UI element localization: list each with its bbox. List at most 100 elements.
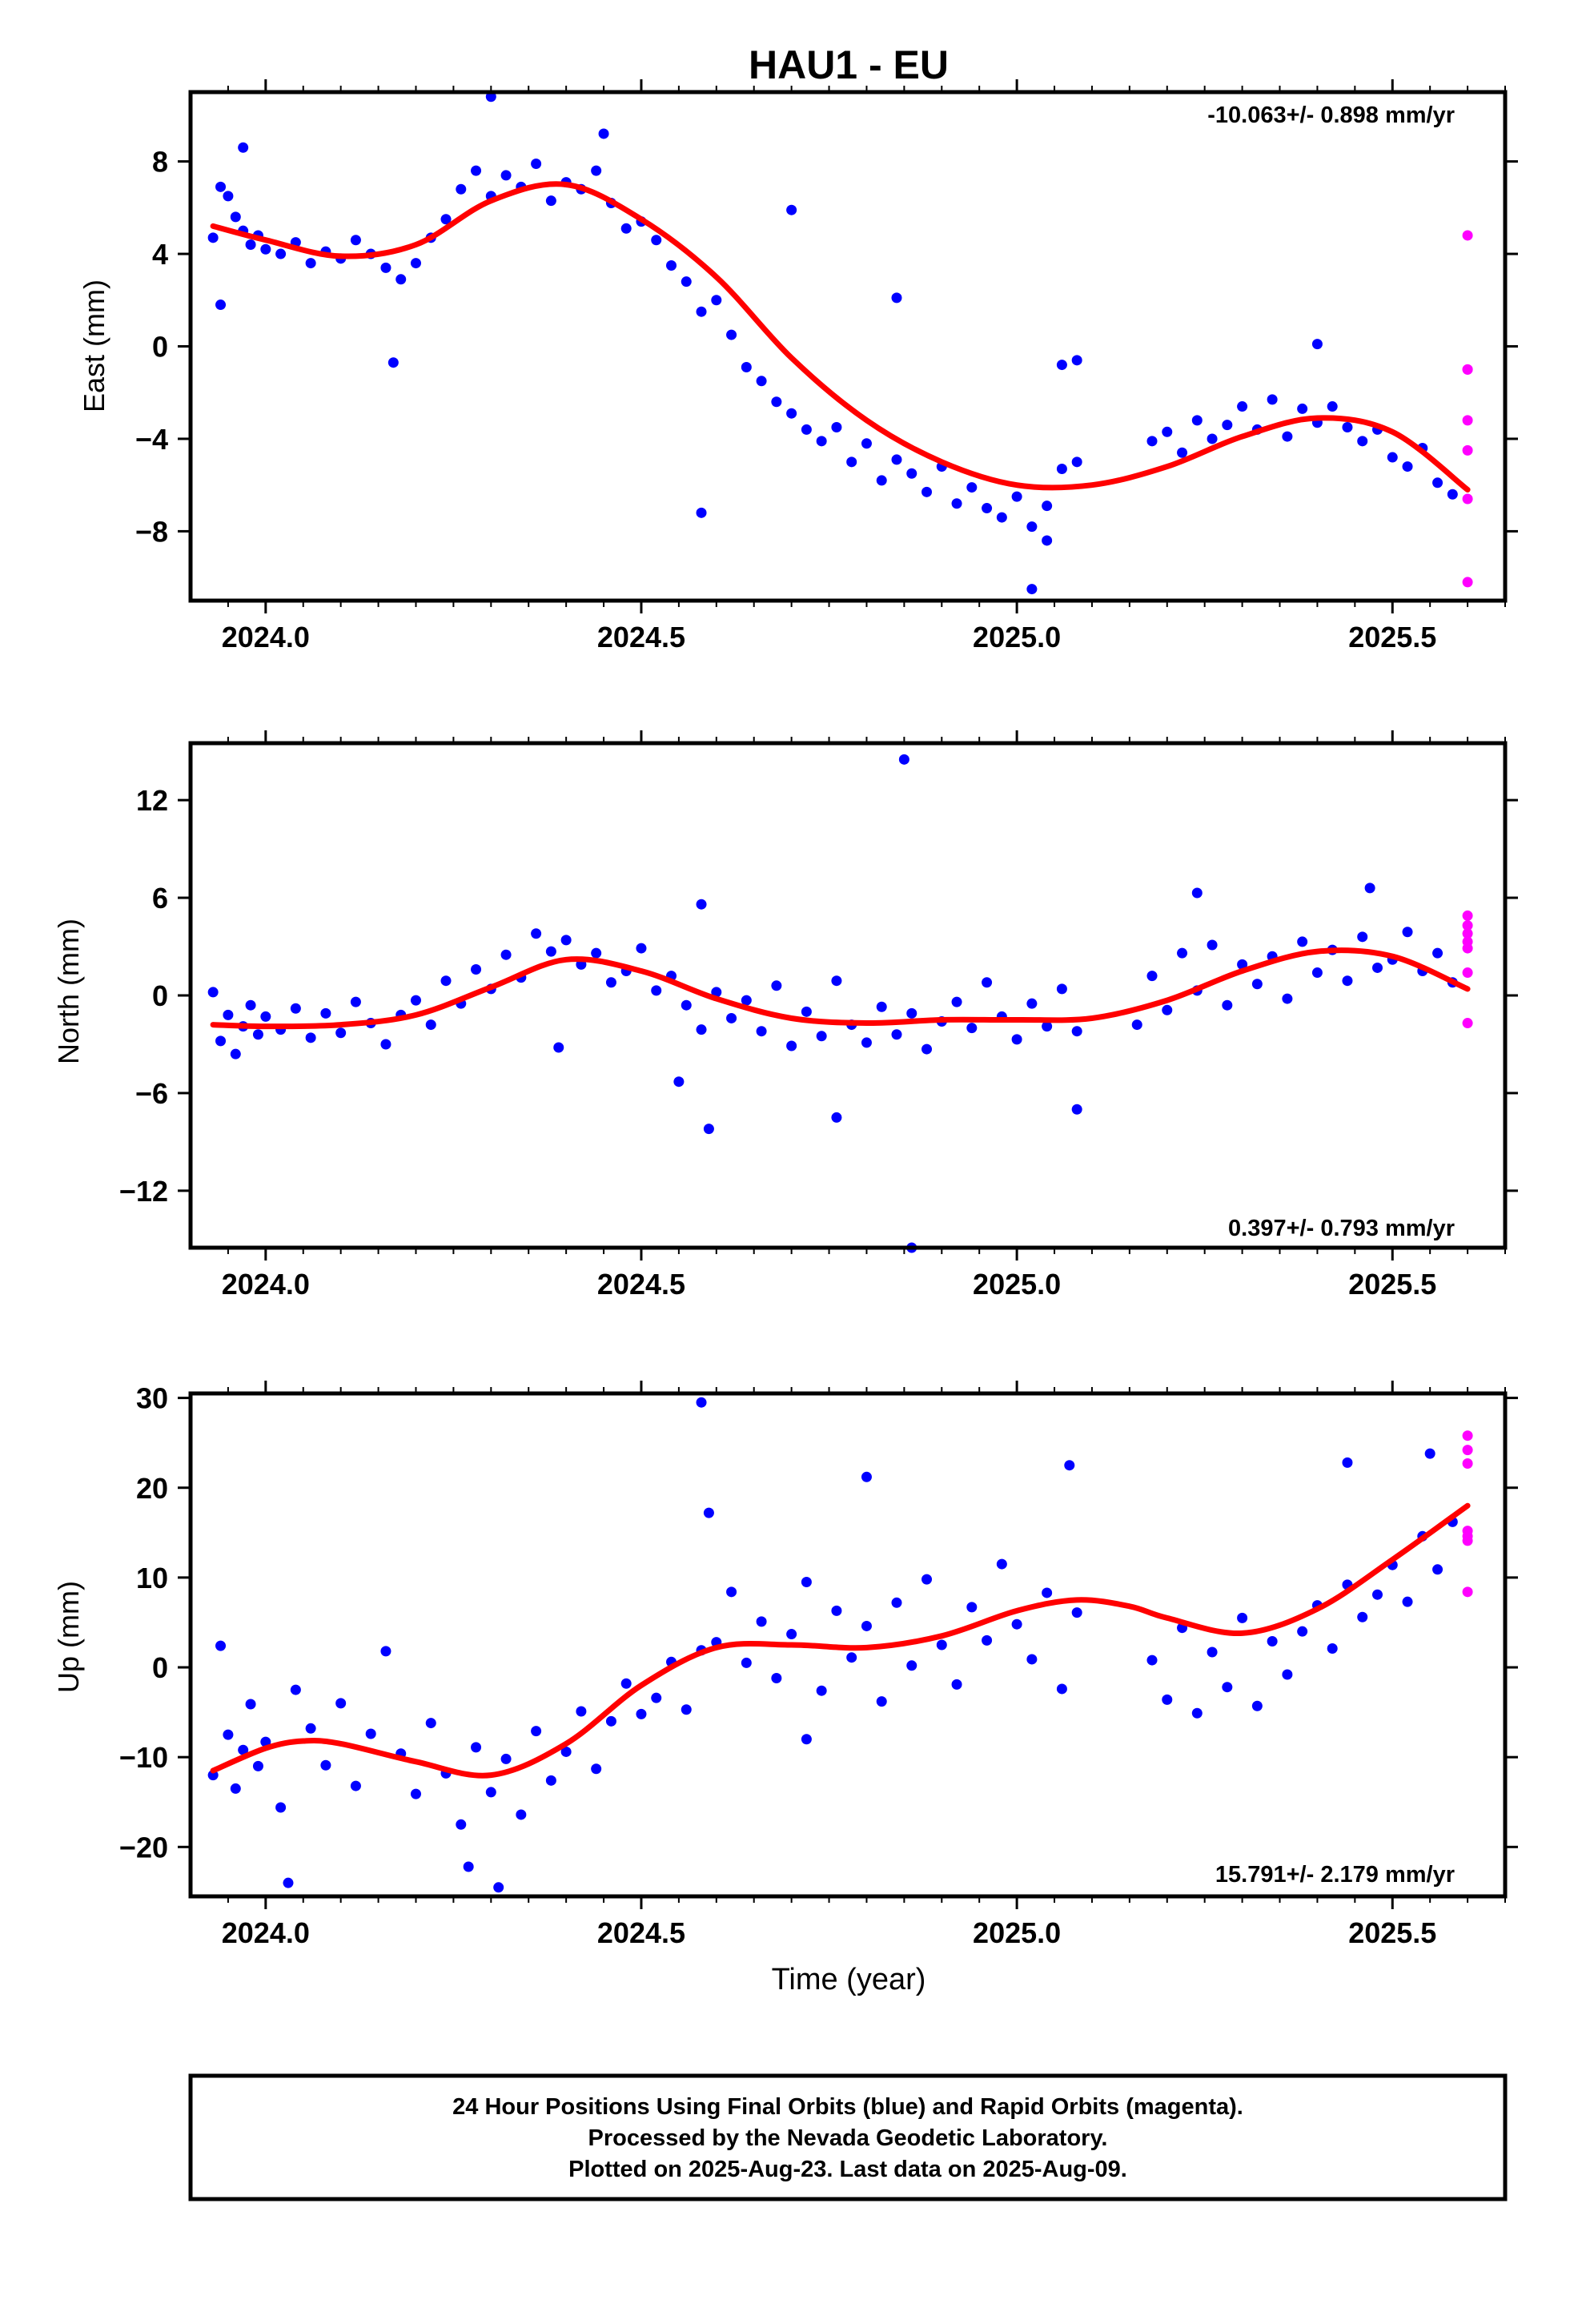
final-data-point	[861, 438, 872, 449]
final-data-point	[801, 1577, 812, 1587]
final-data-point	[1402, 1596, 1413, 1607]
final-data-point	[207, 232, 219, 243]
final-data-point	[553, 1042, 564, 1053]
x-tick-label: 2024.5	[597, 1268, 685, 1301]
final-data-point	[320, 1759, 331, 1771]
final-data-point	[1432, 947, 1443, 959]
x-tick-label: 2025.0	[973, 621, 1061, 653]
final-data-point	[1042, 501, 1053, 512]
final-data-point	[996, 1558, 1007, 1570]
panel-east: East (mm) -10.063+/- 0.898 mm/yr 2024.0 2…	[78, 79, 1518, 653]
final-data-point	[741, 361, 752, 372]
final-data-point	[1222, 1682, 1233, 1693]
y-tick-label: −4	[135, 423, 168, 456]
final-data-point	[771, 396, 782, 408]
final-data-point	[681, 276, 692, 287]
model-fit-curve	[210, 1502, 1471, 1779]
final-data-point	[471, 165, 482, 176]
model-fit-curve	[210, 947, 1471, 1030]
final-data-point	[320, 1007, 331, 1019]
final-data-point	[1357, 931, 1368, 943]
final-data-point	[1297, 1626, 1308, 1637]
final-data-point	[1162, 1004, 1173, 1015]
final-data-point	[816, 1031, 827, 1042]
final-data-point	[1207, 433, 1218, 444]
final-data-point	[605, 1715, 616, 1727]
final-data-point	[696, 507, 707, 518]
final-data-point	[560, 1746, 572, 1757]
final-data-point	[696, 1024, 707, 1035]
final-data-point	[1282, 1669, 1293, 1680]
plot-frame	[188, 90, 1508, 603]
rapid-data-point	[1462, 230, 1473, 241]
final-data-point	[1191, 415, 1203, 426]
final-data-point	[1026, 998, 1038, 1009]
final-data-point	[651, 235, 662, 246]
final-data-point	[1251, 1700, 1263, 1711]
final-data-point	[876, 1696, 887, 1707]
final-data-point	[1364, 883, 1375, 894]
final-data-point	[1207, 1647, 1218, 1658]
y-tick-label: 10	[136, 1562, 168, 1594]
y-tick-label: 6	[152, 882, 168, 915]
final-data-point	[1064, 1460, 1075, 1471]
final-data-point	[982, 1634, 993, 1646]
rapid-data-point	[1462, 577, 1473, 588]
final-data-point	[215, 1035, 227, 1047]
final-data-point	[891, 1597, 902, 1608]
final-data-point	[1237, 1612, 1248, 1623]
final-data-point	[703, 1124, 714, 1135]
final-data-point	[906, 1660, 917, 1671]
final-data-point	[756, 1616, 767, 1627]
rapid-data-point	[1462, 1018, 1473, 1029]
footer-line-2: Processed by the Nevada Geodetic Laborat…	[588, 2125, 1108, 2151]
final-data-point	[350, 1780, 361, 1791]
final-data-point	[410, 258, 421, 269]
final-data-point	[365, 1728, 376, 1739]
final-data-point	[335, 1027, 347, 1039]
final-data-point	[230, 211, 241, 223]
final-data-point	[1222, 999, 1233, 1011]
final-data-point	[1424, 1448, 1435, 1459]
final-data-point	[410, 1788, 421, 1799]
final-data-point	[1327, 401, 1338, 412]
final-data-point	[591, 947, 602, 959]
final-data-point	[531, 158, 542, 169]
final-data-point	[1342, 975, 1353, 987]
final-data-point	[1177, 447, 1188, 458]
final-data-point	[545, 1775, 556, 1786]
final-data-point	[966, 1602, 978, 1613]
y-tick-label: −12	[119, 1175, 168, 1208]
final-data-point	[230, 1048, 241, 1059]
final-data-point	[1311, 967, 1323, 979]
final-data-point	[1071, 1607, 1082, 1618]
final-data-point	[966, 1023, 978, 1034]
final-data-point	[726, 329, 737, 340]
final-data-point	[996, 512, 1007, 523]
final-data-point	[545, 195, 556, 207]
final-data-point	[831, 1605, 842, 1616]
final-data-point	[252, 1760, 263, 1771]
final-data-point	[1342, 422, 1353, 433]
final-data-point	[1011, 491, 1022, 502]
final-data-point	[891, 292, 902, 304]
final-data-point	[493, 1882, 504, 1893]
final-data-point	[380, 262, 391, 273]
final-data-point	[786, 1629, 797, 1640]
final-data-point	[410, 995, 421, 1006]
final-data-point	[801, 1734, 812, 1745]
final-data-point	[387, 357, 399, 368]
final-data-point	[1371, 962, 1383, 973]
x-tick-label: 2025.0	[973, 1268, 1061, 1301]
final-data-point	[1026, 1654, 1038, 1665]
final-data-point	[801, 424, 812, 435]
rapid-data-point	[1462, 493, 1473, 505]
x-tick-label: 2024.5	[597, 1916, 685, 1949]
final-data-point	[1267, 394, 1278, 405]
final-data-point	[951, 1679, 962, 1690]
y-axis-label: North (mm)	[52, 919, 85, 1064]
final-data-point	[425, 1019, 436, 1031]
y-tick-label: −10	[119, 1741, 168, 1774]
final-data-point	[1342, 1457, 1353, 1468]
final-data-point	[876, 1001, 887, 1012]
